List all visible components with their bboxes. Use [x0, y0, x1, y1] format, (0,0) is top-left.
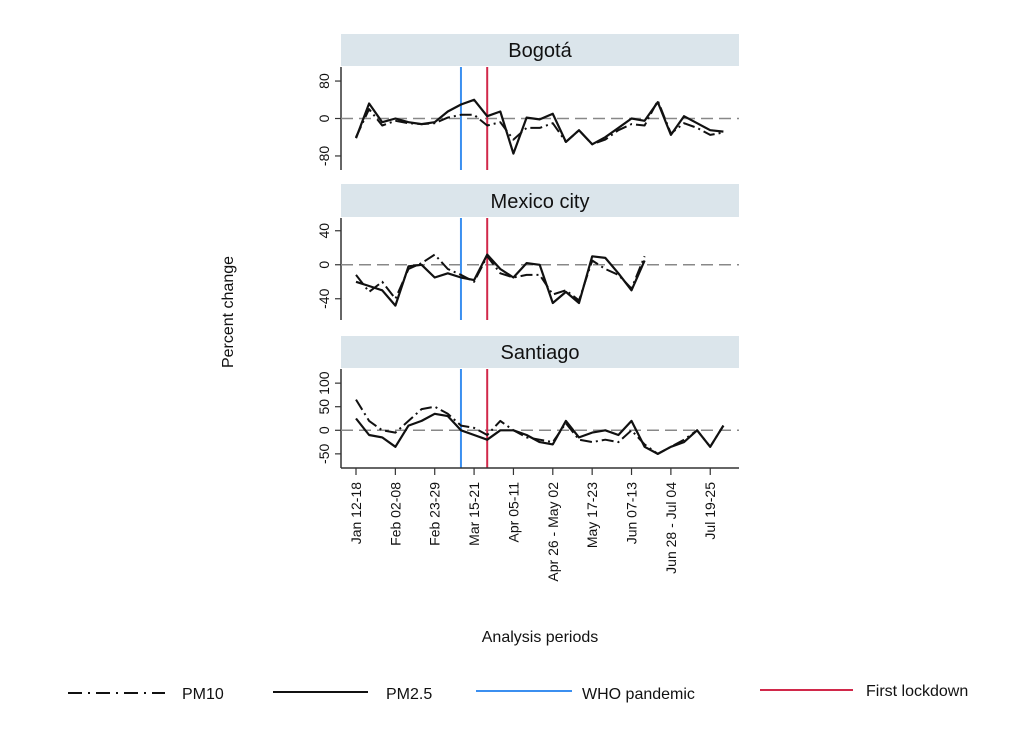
series-line-pm25: [355, 412, 725, 455]
legend-item-first-lockdown: First lockdown: [760, 683, 968, 700]
y-axis-title: Percent change: [220, 256, 237, 368]
panel-strip: [341, 336, 739, 368]
legend: PM10 PM2.5 WHO pandemic First lockdown: [68, 683, 968, 703]
series-line-pm25: [354, 98, 724, 155]
legend-item-pm10: PM10: [68, 686, 224, 703]
y-tick-label: 0: [316, 426, 332, 434]
panel-title: Mexico city: [491, 191, 590, 213]
x-tick-label: Apr 05-11: [505, 482, 521, 543]
series-line-pm25: [355, 253, 646, 307]
legend-item-pm25: PM2.5: [273, 686, 432, 703]
series-line-pm10: [355, 399, 725, 455]
panel-santiago: Santiago -50 0 50 100: [316, 336, 739, 468]
series-line-pm10: [355, 253, 646, 302]
y-tick-label: 0: [316, 261, 332, 269]
y-tick-label: 0: [316, 114, 332, 122]
panel-strip: [341, 184, 739, 217]
x-tick-label: Jun 07-13: [624, 482, 640, 544]
panel-title: Santiago: [501, 342, 580, 364]
y-tick-label: 40: [316, 223, 332, 239]
x-tick-label: Feb 02-08: [387, 482, 403, 546]
panels-group: Bogotá -80 0 80 Mexico city -40 0 40 Santiago -50…: [316, 34, 739, 468]
x-tick-label: Jul 19-25: [702, 482, 718, 540]
y-tick-label: 80: [316, 73, 332, 89]
x-axis: Jan 12-18 Feb 02-08 Feb 23-29 Mar 15-21 Apr …: [341, 467, 739, 582]
panel-strip: [341, 34, 739, 66]
legend-label-pm10: PM10: [182, 686, 224, 703]
y-tick-label: -50: [316, 444, 332, 464]
x-tick-label: Feb 23-29: [427, 482, 443, 546]
panel-title: Bogotá: [508, 40, 572, 62]
legend-item-who-pandemic: WHO pandemic: [476, 686, 695, 703]
y-tick-label: -40: [316, 288, 332, 308]
x-tick-label: Jun 28 - Jul 04: [663, 482, 679, 574]
y-tick-label: 100: [316, 371, 332, 395]
panel-bogot: Bogotá -80 0 80: [316, 34, 739, 170]
legend-label-pm25: PM2.5: [386, 686, 432, 703]
y-tick-label: -80: [316, 146, 332, 166]
panel-mexico-city: Mexico city -40 0 40: [316, 184, 739, 320]
x-tick-label: Mar 15-21: [466, 482, 482, 546]
x-axis-title: Analysis periods: [482, 629, 599, 646]
y-tick-label: 50: [316, 399, 332, 415]
legend-label-who-pandemic: WHO pandemic: [582, 686, 695, 703]
x-tick-label: May 17-23: [584, 482, 600, 548]
legend-label-first-lockdown: First lockdown: [866, 683, 968, 700]
x-tick-label: Jan 12-18: [348, 482, 364, 544]
x-tick-label: Apr 26 - May 02: [545, 482, 561, 582]
